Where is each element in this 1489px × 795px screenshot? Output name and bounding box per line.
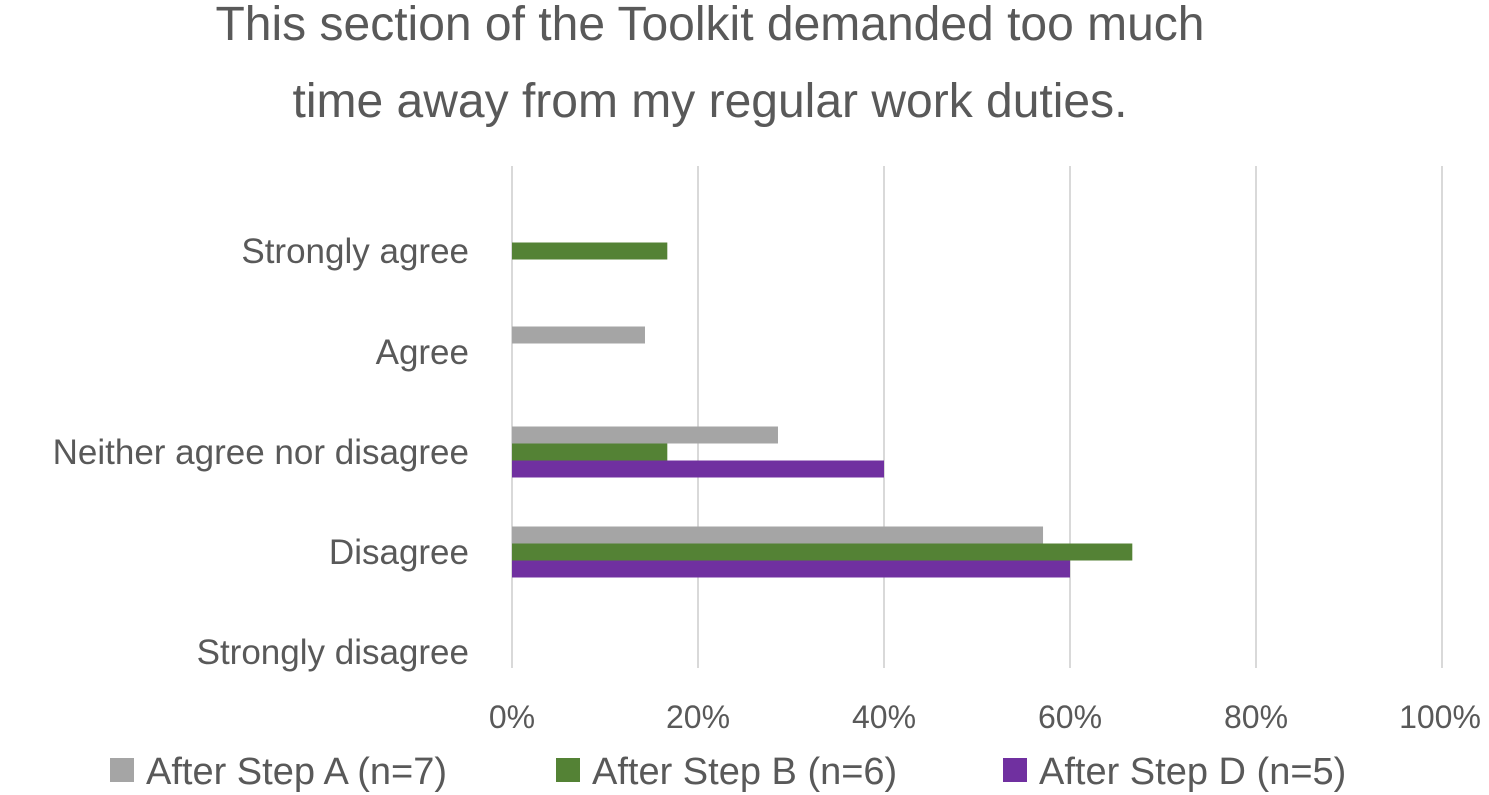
chart-title-line-1: This section of the Toolkit demanded too… xyxy=(215,0,1204,51)
chart-title-line-2: time away from my regular work duties. xyxy=(293,75,1128,128)
x-tick-label-0: 0% xyxy=(489,699,535,735)
bars xyxy=(512,242,1133,578)
x-tick-label-4: 80% xyxy=(1224,699,1288,735)
bar-series-1-cat-2 xyxy=(512,443,668,461)
x-axis-tick-labels: 0% 20% 40% 60% 80% 100% xyxy=(489,699,1481,735)
legend: After Step A (n=7) After Step B (n=6) Afte… xyxy=(110,751,1346,793)
legend-swatch-1 xyxy=(556,758,580,782)
legend-swatch-0 xyxy=(110,758,134,782)
bar-series-0-cat-1 xyxy=(512,326,645,344)
category-label-4: Strongly disagree xyxy=(197,633,469,672)
gridlines xyxy=(511,166,1443,668)
category-labels: Strongly agree Agree Neither agree nor dis… xyxy=(53,232,469,672)
bar-series-2-cat-3 xyxy=(512,560,1070,578)
bar-series-2-cat-2 xyxy=(512,460,884,478)
category-label-1: Agree xyxy=(376,333,469,372)
x-tick-label-1: 20% xyxy=(666,699,730,735)
bar-series-0-cat-2 xyxy=(512,426,778,444)
x-tick-label-3: 60% xyxy=(1038,699,1102,735)
category-label-2: Neither agree nor disagree xyxy=(53,433,469,472)
bar-series-0-cat-3 xyxy=(512,526,1044,544)
legend-swatch-2 xyxy=(1003,758,1027,782)
x-tick-label-5: 100% xyxy=(1399,699,1481,735)
category-label-3: Disagree xyxy=(329,533,469,572)
legend-label-2: After Step D (n=5) xyxy=(1039,751,1346,793)
x-tick-label-2: 40% xyxy=(852,699,916,735)
legend-label-0: After Step A (n=7) xyxy=(146,751,447,793)
bar-series-1-cat-3 xyxy=(512,543,1133,561)
legend-label-1: After Step B (n=6) xyxy=(592,751,897,793)
bar-series-1-cat-0 xyxy=(512,242,668,260)
category-label-0: Strongly agree xyxy=(241,232,469,271)
chart-title: This section of the Toolkit demanded too… xyxy=(215,0,1204,128)
